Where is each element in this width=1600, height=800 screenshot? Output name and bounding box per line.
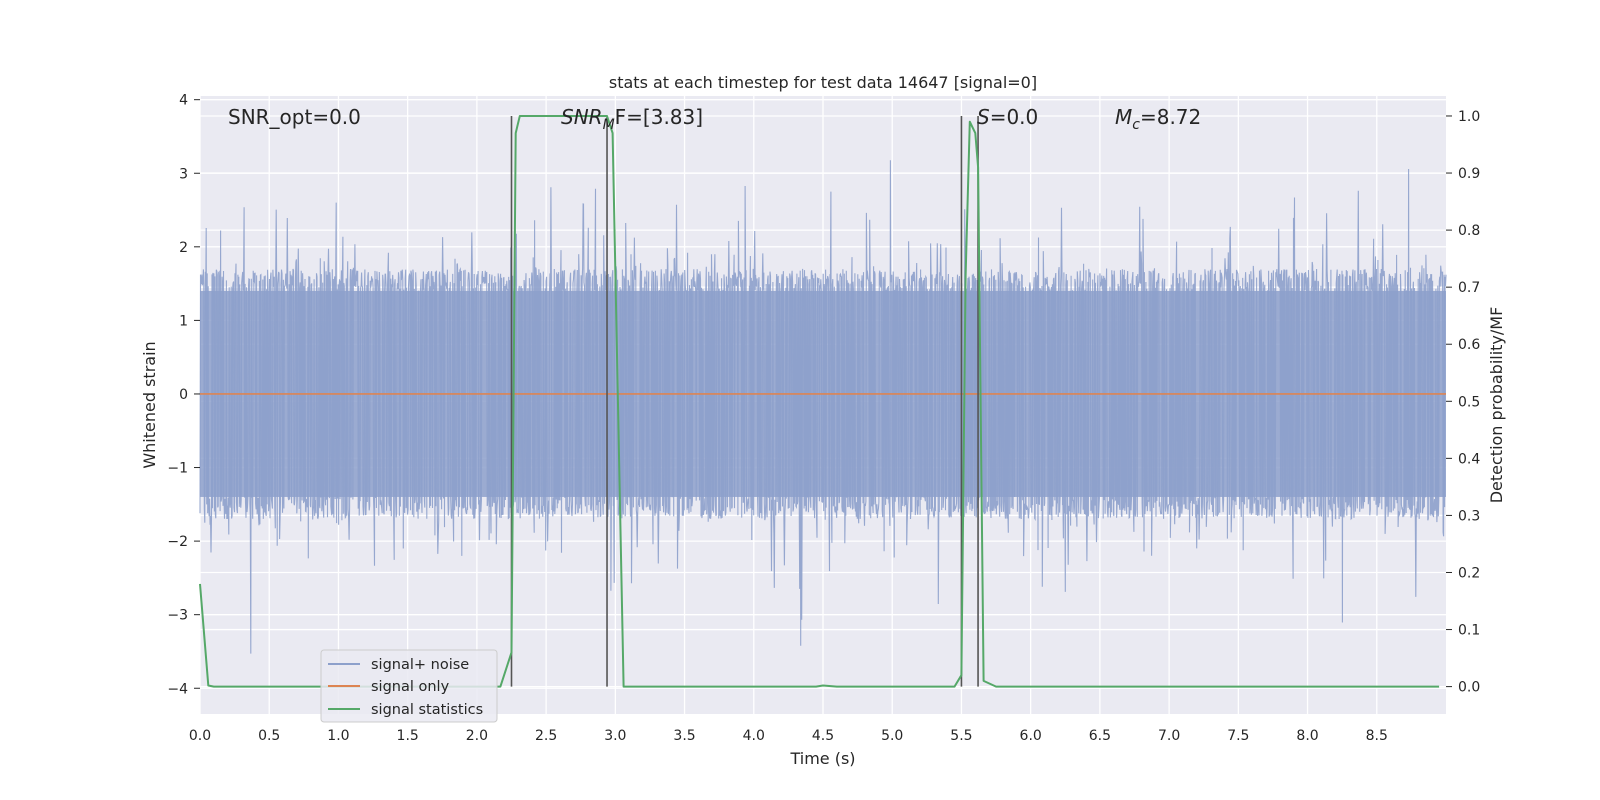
annotation-snr-mf-base: SNR [561, 105, 603, 129]
x-tick-label: 4.5 [812, 728, 834, 744]
x-tick-label: 5.0 [881, 728, 903, 744]
annotation-s-rest: =0.0 [990, 105, 1039, 129]
y-axis-ticks: 4 3 2 1 0 −1 −2 −3 −4 [167, 93, 200, 697]
x-tick-label: 2.0 [466, 728, 488, 744]
annotation-mc-base: M [1115, 105, 1132, 129]
x-tick-label: 7.0 [1158, 728, 1180, 744]
x-tick-label: 3.0 [604, 728, 626, 744]
x-axis-ticks: 0.0 0.5 1.0 1.5 2.0 2.5 3.0 3.5 4.0 4.5 5.0 5.5 6.0 6… [189, 728, 1388, 744]
y-axis-label: Whitened strain [140, 341, 159, 468]
legend-label-signal-statistics: signal statistics [371, 702, 483, 718]
x-tick-label: 0.0 [189, 728, 211, 744]
noise-trace [199, 160, 1447, 654]
y2-tick-label: 0.1 [1458, 623, 1480, 639]
y2-tick-label: 1.0 [1458, 109, 1480, 125]
x-tick-label: 8.5 [1366, 728, 1388, 744]
y-tick-label: −3 [167, 608, 188, 624]
y2-tick-label: 0.2 [1458, 565, 1480, 581]
x-tick-label: 5.5 [950, 728, 972, 744]
y2-tick-label: 0.5 [1458, 394, 1480, 410]
y-tick-label: 3 [179, 166, 188, 182]
y2-axis-label: Detection probability/MF [1487, 307, 1506, 504]
x-tick-label: 6.0 [1020, 728, 1042, 744]
annotation-mc: Mc=8.72 [1115, 105, 1201, 133]
annotation-s-symbol: S [977, 105, 990, 129]
chart-title: stats at each timestep for test data 146… [609, 73, 1037, 92]
x-tick-label: 8.0 [1296, 728, 1318, 744]
y2-tick-label: 0.4 [1458, 451, 1480, 467]
annotation-s: S=0.0 [977, 105, 1038, 129]
y-tick-label: 2 [179, 240, 188, 256]
y2-tick-label: 0.6 [1458, 337, 1480, 353]
x-tick-label: 0.5 [258, 728, 280, 744]
x-tick-label: 3.5 [673, 728, 695, 744]
annotation-snr-opt: SNR_opt=0.0 [228, 105, 361, 129]
x-tick-label: 1.0 [327, 728, 349, 744]
y-tick-label: 1 [179, 313, 188, 329]
annotation-mc-sub: c [1132, 117, 1140, 133]
x-tick-label: 6.5 [1089, 728, 1111, 744]
y2-axis-ticks: 1.0 0.9 0.8 0.7 0.6 0.5 0.4 0.3 0.2 0.1 0.0 [1446, 109, 1480, 696]
x-tick-label: 2.5 [535, 728, 557, 744]
y2-tick-label: 0.8 [1458, 223, 1480, 239]
y-tick-label: −4 [167, 681, 188, 697]
annotation-snr-mf-rest: F=[3.83] [615, 105, 703, 129]
y2-tick-label: 0.7 [1458, 280, 1480, 296]
annotation-mc-rest: =8.72 [1140, 105, 1201, 129]
x-tick-label: 7.5 [1227, 728, 1249, 744]
y-tick-label: −2 [167, 534, 188, 550]
legend-label-signal-only: signal only [371, 679, 450, 695]
y-tick-label: −1 [167, 461, 188, 477]
annotation-snr-mf-sub: M [603, 117, 615, 133]
y-tick-label: 4 [179, 93, 188, 109]
y2-tick-label: 0.0 [1458, 680, 1480, 696]
legend-label-signal-noise: signal+ noise [371, 657, 469, 673]
y2-tick-label: 0.9 [1458, 166, 1480, 182]
y-tick-label: 0 [179, 387, 188, 403]
x-tick-label: 4.0 [743, 728, 765, 744]
legend: signal+ noise signal only signal statist… [320, 649, 498, 723]
annotation-snr-mf: SNRMF=[3.83] [561, 105, 703, 133]
y2-tick-label: 0.3 [1458, 508, 1480, 524]
legend-box [320, 649, 498, 723]
x-axis-label: Time (s) [789, 749, 855, 768]
x-tick-label: 1.5 [397, 728, 419, 744]
